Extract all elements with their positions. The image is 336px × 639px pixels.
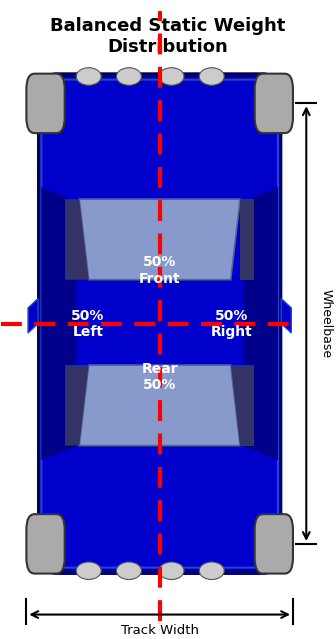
FancyBboxPatch shape: [255, 514, 293, 574]
FancyBboxPatch shape: [27, 73, 65, 133]
Text: 50%
Left: 50% Left: [71, 309, 105, 339]
Ellipse shape: [116, 68, 141, 85]
FancyBboxPatch shape: [27, 514, 65, 574]
Polygon shape: [79, 365, 240, 445]
Text: 50%
Front: 50% Front: [139, 256, 180, 286]
Text: Balanced Static Weight
Distribution: Balanced Static Weight Distribution: [50, 17, 286, 56]
Text: Track Width: Track Width: [121, 624, 199, 637]
Polygon shape: [243, 187, 278, 460]
Text: 50%
Right: 50% Right: [210, 309, 252, 339]
Ellipse shape: [76, 68, 101, 85]
Ellipse shape: [76, 562, 101, 580]
Ellipse shape: [199, 562, 224, 580]
FancyBboxPatch shape: [255, 73, 293, 133]
Polygon shape: [65, 365, 89, 445]
Polygon shape: [240, 199, 254, 280]
Polygon shape: [230, 365, 254, 445]
Text: Wheelbase: Wheelbase: [320, 289, 333, 358]
Polygon shape: [281, 298, 291, 333]
Ellipse shape: [199, 68, 224, 85]
FancyBboxPatch shape: [41, 80, 278, 567]
Ellipse shape: [159, 562, 184, 580]
Ellipse shape: [116, 562, 141, 580]
Text: Rear
50%: Rear 50%: [141, 362, 178, 392]
Polygon shape: [28, 298, 38, 333]
FancyBboxPatch shape: [38, 73, 281, 574]
Polygon shape: [41, 187, 76, 460]
Ellipse shape: [159, 68, 184, 85]
Polygon shape: [79, 199, 240, 280]
Polygon shape: [65, 199, 89, 280]
